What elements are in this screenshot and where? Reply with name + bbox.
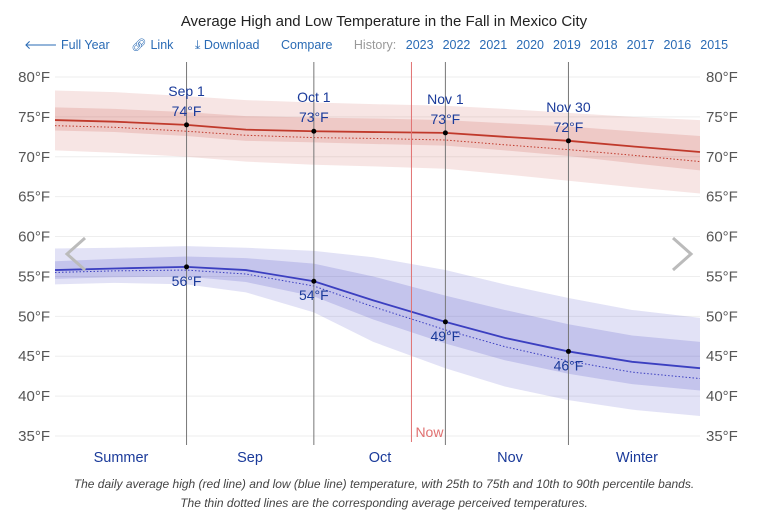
- low-point: [565, 348, 571, 354]
- history-year-2019[interactable]: 2019: [553, 38, 581, 52]
- chart-title: Average High and Low Temperature in the …: [180, 13, 588, 30]
- high-value-label: 74°F: [172, 103, 202, 119]
- chart: 80°F 80°F 75°F 75°F 70°F 70°F 65°F 65°F 60°F 60°F…: [18, 62, 738, 466]
- y-tick-label: 40°F: [18, 388, 50, 405]
- y-tick-label: 70°F: [18, 149, 50, 166]
- y-tick-label: 60°F: [706, 229, 738, 246]
- y-tick-label: 55°F: [706, 268, 738, 285]
- compare-link[interactable]: Compare: [280, 38, 333, 52]
- toolbar: 🡐 Full Year 🔗︎ Link ⤓ Download Compare H…: [24, 38, 737, 53]
- date-label: Nov 1: [427, 91, 464, 107]
- y-tick-label: 45°F: [706, 348, 738, 365]
- y-tick-label: 35°F: [18, 428, 50, 445]
- high-point: [565, 138, 571, 144]
- x-label: Nov: [497, 450, 524, 466]
- date-label: Nov 30: [546, 99, 591, 115]
- high-value-label: 72°F: [554, 119, 584, 135]
- y-tick-label: 75°F: [706, 109, 738, 126]
- y-tick-label: 80°F: [18, 69, 50, 86]
- caption-line-1: The daily average high (red line) and lo…: [73, 477, 695, 491]
- low-point: [311, 278, 317, 284]
- history-year-2017[interactable]: 2017: [626, 38, 655, 52]
- low-value-label: 46°F: [554, 357, 584, 373]
- y-tick-label: 50°F: [706, 308, 738, 325]
- history-label: History:: [353, 38, 397, 52]
- low-perceived-line: [54, 269, 701, 380]
- y-tick-label: 45°F: [18, 348, 50, 365]
- high-value-label: 73°F: [431, 111, 461, 127]
- link-link[interactable]: 🔗︎ Link: [131, 38, 174, 52]
- low-point: [442, 319, 448, 325]
- download-icon: ⤓: [194, 38, 204, 52]
- y-tick-label: 60°F: [18, 229, 50, 246]
- y-tick-label: 80°F: [706, 69, 738, 86]
- high-point: [442, 130, 448, 136]
- history-year-2020[interactable]: 2020: [516, 38, 544, 52]
- x-label: Winter: [616, 450, 658, 466]
- high-perceived-line: [54, 125, 701, 163]
- low-value-label: 54°F: [299, 287, 329, 303]
- high-avg-line: [54, 119, 701, 153]
- previous-arrow-icon[interactable]: [64, 236, 86, 272]
- high-p10-p90-band: [55, 90, 700, 194]
- x-label: Sep: [237, 450, 263, 466]
- x-label: Summer: [94, 450, 149, 466]
- arrow-left-icon: 🡐: [24, 38, 61, 52]
- low-p10-p90-band: [55, 246, 700, 417]
- y-tick-label: 75°F: [18, 109, 50, 126]
- y-tick-label: 70°F: [706, 149, 738, 166]
- next-arrow-icon[interactable]: [672, 236, 694, 272]
- y-tick-label: 50°F: [18, 308, 50, 325]
- x-label: Oct: [369, 450, 392, 466]
- high-point: [184, 122, 190, 128]
- download-link[interactable]: ⤓ Download: [194, 38, 260, 52]
- date-label: Oct 1: [297, 89, 331, 105]
- history-year-2015[interactable]: 2015: [700, 38, 729, 52]
- low-value-label: 56°F: [172, 273, 202, 289]
- low-point: [184, 264, 190, 270]
- low-p25-p75-band: [55, 256, 700, 391]
- high-point: [311, 128, 317, 134]
- now-label: Now: [415, 424, 444, 440]
- caption-line-2: The thin dotted lines are the correspond…: [180, 496, 588, 510]
- y-tick-label: 55°F: [18, 268, 50, 285]
- history-year-2016[interactable]: 2016: [663, 38, 692, 52]
- history-year-2022[interactable]: 2022: [442, 38, 471, 52]
- y-tick-label: 65°F: [706, 189, 738, 206]
- history-year-2018[interactable]: 2018: [589, 38, 618, 52]
- history-year-2023[interactable]: 2023: [405, 38, 434, 52]
- y-tick-label: 65°F: [18, 189, 50, 206]
- high-value-label: 73°F: [299, 109, 329, 125]
- low-avg-line: [54, 265, 701, 370]
- caption: The daily average high (red line) and lo…: [0, 475, 768, 513]
- date-label: Sep 1: [168, 83, 205, 99]
- history-year-2021[interactable]: 2021: [479, 38, 508, 52]
- low-value-label: 49°F: [431, 328, 461, 344]
- link-icon: 🔗︎: [131, 38, 151, 52]
- y-tick-label: 35°F: [706, 428, 738, 445]
- y-tick-label: 40°F: [706, 388, 738, 405]
- full-year-link[interactable]: 🡐 Full Year: [24, 38, 110, 52]
